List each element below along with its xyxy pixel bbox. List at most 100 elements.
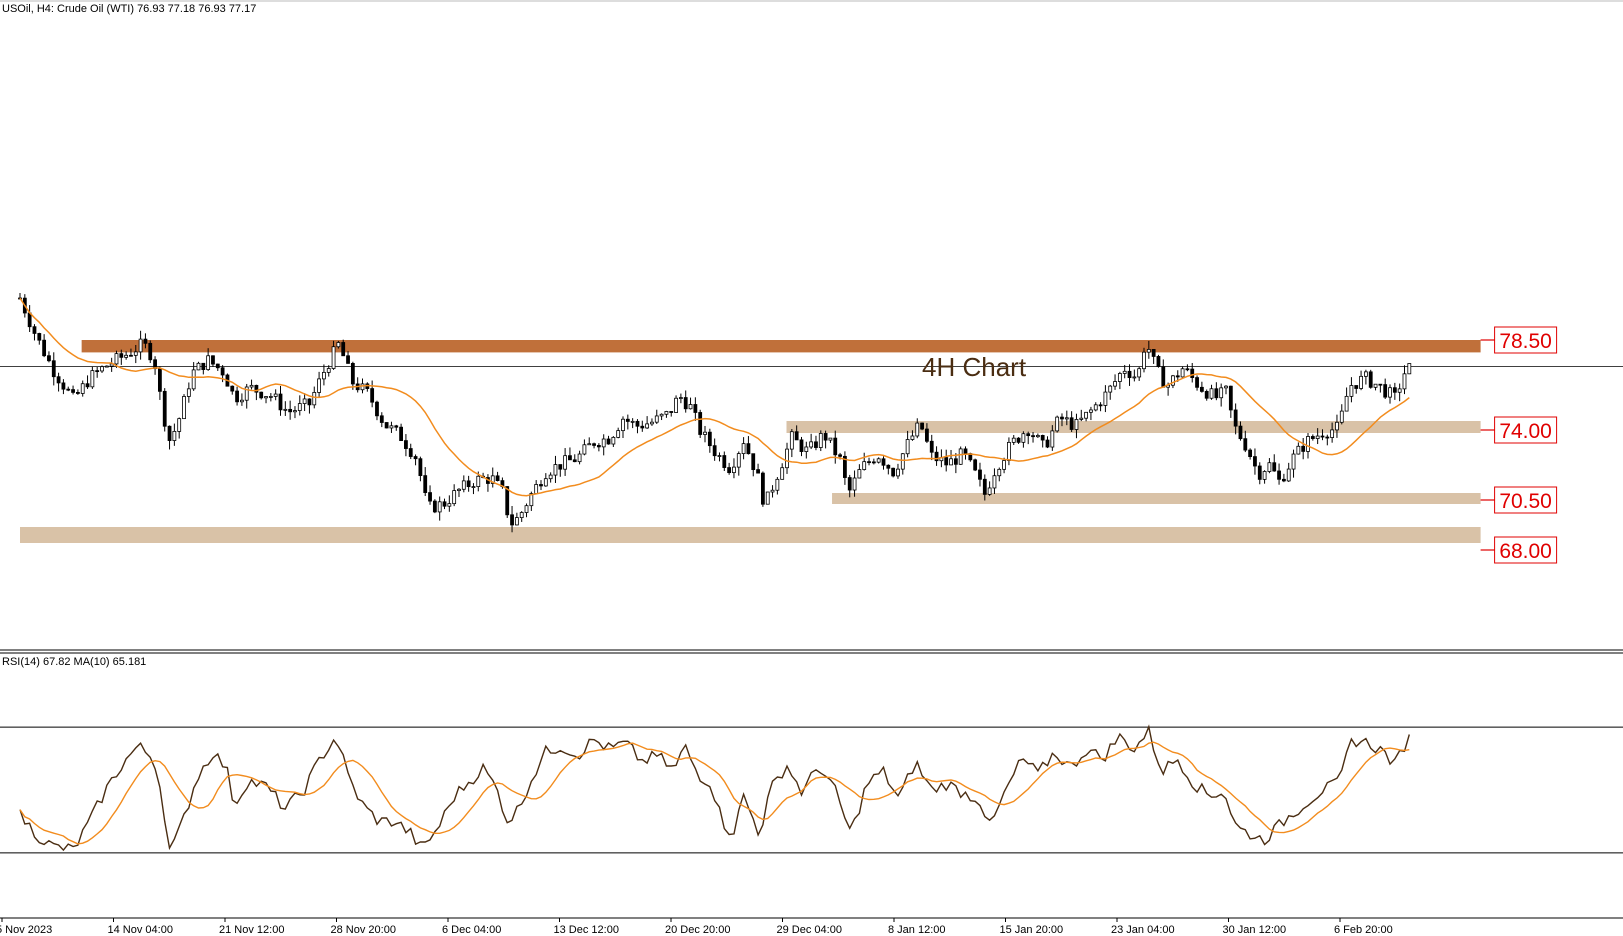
candle-body [1161, 366, 1166, 388]
candle-body [587, 443, 592, 446]
candle-body [336, 342, 341, 348]
x-tick-label: 15 Jan 20:00 [1000, 924, 1064, 936]
candle-body [273, 393, 278, 397]
candle-body [1407, 363, 1412, 375]
candle-body [341, 342, 346, 357]
candles-layer [18, 292, 1412, 533]
candle-body [1388, 387, 1392, 398]
x-tick-label: 6 Dec 04:00 [442, 924, 501, 936]
candle-body [886, 464, 891, 469]
candle-body [780, 467, 785, 480]
candle-body [109, 363, 114, 367]
candle-body [1248, 449, 1253, 457]
candle-body [389, 425, 394, 429]
candle-body [244, 386, 249, 401]
candle-body [712, 445, 717, 457]
level-label-resistance: 78.50 [1499, 330, 1552, 353]
candle-body [278, 393, 283, 411]
candle-body [818, 433, 823, 448]
candle-body [688, 404, 693, 410]
candle-body [814, 441, 818, 448]
candle-body [191, 369, 196, 390]
candle-body [1397, 388, 1402, 393]
candle-body [27, 312, 32, 328]
candle-body [1035, 435, 1040, 438]
candle-body [867, 461, 871, 464]
candle-body [1040, 435, 1045, 441]
candle-body [1306, 436, 1310, 452]
candle-body [674, 397, 678, 413]
candle-body [1339, 410, 1344, 423]
candle-body [683, 397, 688, 410]
candle-body [693, 404, 698, 413]
candle-body [268, 396, 273, 398]
candle-body [949, 458, 953, 466]
x-tick-label: 14 Nov 04:00 [108, 924, 173, 936]
candle-body [1180, 368, 1185, 378]
candle-body [751, 453, 756, 471]
candle-body [1214, 388, 1219, 399]
candle-body [1262, 471, 1267, 480]
candle-body [703, 431, 707, 435]
candle-body [698, 412, 703, 435]
candle-body [437, 501, 442, 513]
candle-body [293, 410, 297, 413]
candle-body [1238, 425, 1243, 440]
candle-body [1344, 395, 1349, 412]
candle-body [934, 451, 939, 462]
candle-body [659, 413, 664, 417]
candle-body [1392, 387, 1397, 393]
candle-body [1335, 421, 1339, 431]
candle-body [799, 439, 804, 452]
candle-body [625, 418, 630, 422]
candle-body [322, 371, 326, 380]
candle-body [843, 455, 847, 478]
candle-body [297, 403, 302, 411]
candle-body [650, 421, 654, 425]
zone-resistance [81, 340, 1481, 353]
candle-body [71, 389, 75, 393]
candle-body [1074, 419, 1079, 430]
candle-body [254, 384, 259, 393]
candle-body [770, 489, 775, 493]
candle-body [1093, 404, 1098, 411]
candle-body [1175, 375, 1180, 378]
candle-body [1330, 429, 1335, 438]
candle-body [558, 464, 563, 470]
candle-body [1011, 437, 1016, 443]
candle-body [1132, 376, 1137, 379]
candle-body [717, 455, 722, 457]
candle-body [452, 490, 457, 505]
price-moving-average-line [19, 297, 1410, 497]
candle-body [1137, 368, 1142, 378]
candle-body [1127, 370, 1132, 379]
candle-body [1349, 385, 1354, 397]
candle-body [982, 478, 987, 495]
candle-body [722, 455, 727, 468]
candle-body [1002, 460, 1006, 470]
candle-body [577, 453, 582, 463]
candle-body [746, 443, 751, 455]
level-box-resistance [1494, 326, 1558, 354]
x-tick-label: 13 Dec 12:00 [554, 924, 619, 936]
candle-body [129, 354, 133, 357]
candle-body [471, 486, 476, 488]
candle-body [582, 444, 587, 455]
candle-body [1373, 383, 1378, 388]
candle-body [56, 376, 61, 384]
candle-body [553, 464, 558, 476]
candle-body [201, 362, 206, 370]
candle-body [929, 440, 934, 453]
candle-body [32, 326, 37, 334]
x-tick-label: 30 Jan 12:00 [1223, 924, 1287, 936]
candle-body [1296, 445, 1301, 455]
candle-body [157, 368, 162, 392]
candle-body [596, 445, 601, 448]
candle-body [350, 363, 355, 385]
candle-body [944, 457, 949, 466]
zone-support-74 [786, 421, 1481, 433]
candle-body [114, 353, 119, 365]
candle-body [249, 384, 254, 388]
candle-body [186, 388, 191, 397]
candle-body [423, 475, 428, 493]
